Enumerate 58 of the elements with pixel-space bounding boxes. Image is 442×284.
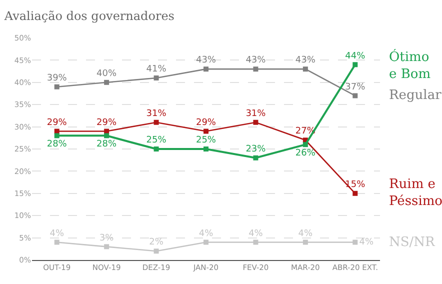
data-label: 28% — [46, 140, 68, 150]
point — [104, 80, 110, 85]
data-label: 31% — [246, 108, 266, 119]
data-label: 37% — [345, 82, 366, 92]
point — [204, 146, 208, 152]
point — [352, 62, 358, 68]
data-label: 43% — [196, 56, 216, 66]
point — [352, 190, 358, 196]
point — [154, 75, 159, 80]
point — [253, 120, 258, 125]
data-label: 39% — [46, 73, 68, 84]
data-label: 29% — [196, 118, 216, 128]
text: Ruim e Péssimo — [389, 177, 442, 209]
point — [154, 248, 159, 254]
text: Regular — [389, 88, 442, 103]
point — [104, 133, 110, 138]
data-label: 4% — [359, 237, 374, 248]
data-label: 4% — [50, 228, 64, 239]
point — [302, 66, 308, 72]
data-label: 41% — [146, 64, 167, 75]
point — [253, 155, 258, 160]
point — [104, 244, 110, 250]
point — [204, 128, 208, 134]
point — [104, 128, 110, 134]
point — [204, 66, 208, 72]
point — [302, 240, 308, 245]
point — [54, 84, 60, 90]
data-label: 4% — [298, 228, 314, 239]
data-label: 44% — [345, 51, 366, 62]
text: NS/NR — [389, 235, 436, 250]
data-label: 4% — [198, 228, 214, 239]
point — [54, 133, 60, 138]
data-label: 3% — [99, 233, 114, 244]
data-label: 40% — [96, 69, 118, 80]
point — [204, 240, 208, 245]
data-label: 25% — [146, 136, 167, 146]
point — [154, 120, 159, 125]
data-label: 29% — [96, 118, 118, 128]
data-label: 31% — [146, 108, 167, 119]
point — [352, 93, 358, 98]
data-label: 28% — [96, 140, 118, 150]
point — [253, 240, 258, 245]
text: Ótimo e Bom — [389, 48, 431, 82]
point — [302, 142, 308, 148]
data-label: 25% — [196, 136, 216, 146]
point — [54, 240, 60, 245]
data-label: 29% — [46, 118, 68, 128]
data-label: 43% — [246, 56, 266, 66]
data-label: 26% — [295, 148, 316, 158]
point — [253, 66, 258, 72]
data-label: 2% — [149, 238, 164, 248]
data-label: 43% — [295, 56, 316, 66]
data-label: 23% — [246, 144, 266, 155]
point — [54, 128, 60, 134]
point — [154, 146, 159, 152]
point — [352, 240, 358, 245]
chart-title: Avaliação dos governadores — [3, 8, 174, 23]
data-label: 4% — [248, 228, 264, 239]
